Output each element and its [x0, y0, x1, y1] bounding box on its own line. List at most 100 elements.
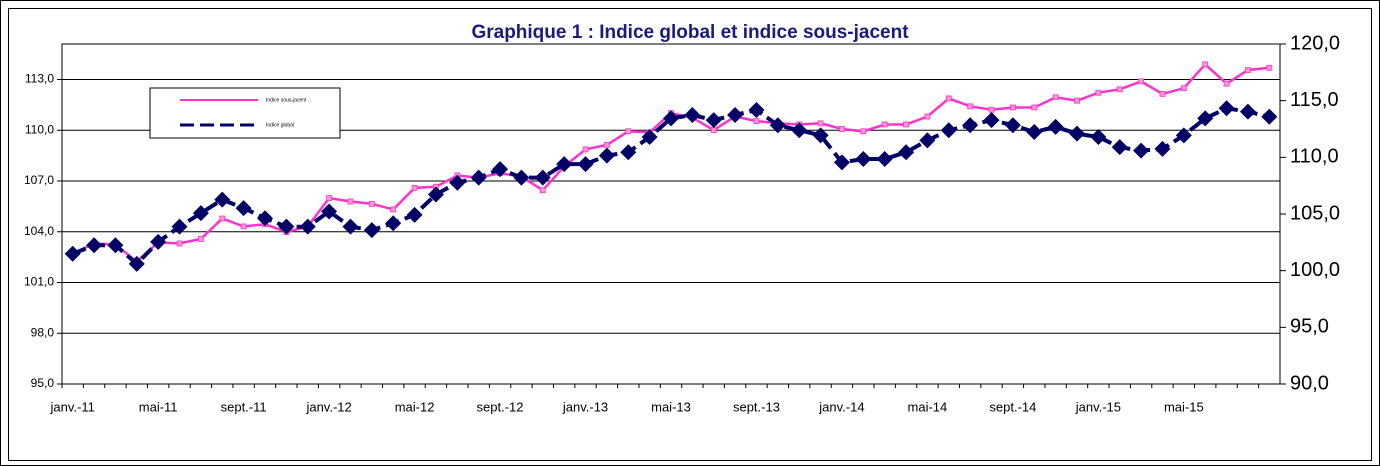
marker [945, 95, 952, 102]
marker [988, 106, 995, 113]
marker [1026, 123, 1043, 140]
marker [860, 128, 867, 135]
marker [556, 156, 573, 173]
marker [833, 154, 850, 171]
marker [817, 120, 824, 127]
marker [171, 218, 188, 235]
marker [257, 210, 273, 227]
marker [411, 185, 418, 191]
marker [903, 121, 909, 128]
marker [598, 147, 615, 164]
marker [748, 101, 765, 118]
marker [1261, 108, 1278, 125]
y-tick-label: 98,0 [31, 325, 55, 339]
marker [176, 240, 183, 247]
marker [1175, 127, 1192, 144]
chart-title: Graphique 1 : Indice global et indice so… [471, 22, 909, 43]
marker [625, 128, 632, 135]
y2-tick-label: 90,0 [1290, 372, 1329, 394]
marker [347, 198, 354, 205]
y2-tick-label: 105,0 [1290, 202, 1340, 224]
y-tick-label: 107,0 [24, 173, 54, 187]
y2-tick-label: 95,0 [1290, 316, 1329, 338]
marker [876, 151, 893, 168]
x-tick-label: sept.-14 [989, 399, 1036, 414]
marker [603, 141, 610, 148]
marker [326, 195, 333, 202]
x-tick-label: mai-15 [1164, 399, 1204, 414]
marker [1090, 129, 1107, 146]
legend-box [149, 87, 341, 139]
marker [192, 205, 209, 222]
marker [1202, 61, 1209, 68]
marker [769, 117, 786, 134]
x-tick-label: sept.-12 [477, 399, 524, 414]
marker [1223, 80, 1230, 87]
marker [1159, 90, 1166, 97]
marker [385, 215, 402, 232]
y-tick-label: 104,0 [24, 224, 54, 238]
x-tick-label: janv.-12 [305, 399, 351, 414]
marker [1266, 64, 1273, 71]
legend-label: Indice sous-jacent [266, 97, 307, 103]
y-tick-label: 113,0 [25, 72, 54, 86]
marker [363, 222, 380, 239]
marker [406, 206, 423, 223]
y-tick-label: 95,0 [31, 376, 55, 390]
marker [390, 206, 397, 213]
marker [492, 161, 509, 178]
marker [150, 233, 167, 250]
marker [1009, 104, 1016, 111]
marker [1218, 100, 1235, 117]
marker [342, 218, 359, 235]
marker [240, 223, 247, 230]
marker [1138, 78, 1145, 85]
marker [705, 112, 722, 129]
marker [197, 236, 204, 242]
marker [107, 237, 124, 254]
x-tick-label: janv.-13 [562, 399, 608, 414]
marker [710, 127, 717, 134]
marker [727, 107, 744, 124]
marker [1052, 94, 1059, 101]
marker [513, 169, 530, 186]
marker [128, 255, 145, 272]
marker [924, 113, 931, 120]
marker [684, 107, 701, 124]
marker [791, 122, 808, 139]
marker [620, 144, 637, 161]
x-tick-label: janv.-15 [1075, 399, 1121, 414]
y-tick-label: 101,0 [24, 275, 54, 289]
marker [1047, 118, 1064, 135]
marker [1069, 125, 1085, 142]
y2-tick-label: 110,0 [1290, 146, 1339, 168]
marker [753, 118, 760, 124]
x-tick-label: mai-11 [139, 399, 178, 414]
marker [427, 186, 444, 203]
marker [86, 237, 103, 254]
x-tick-label: mai-14 [908, 399, 948, 414]
marker [855, 151, 872, 168]
marker [881, 121, 888, 128]
marker [321, 203, 338, 220]
x-tick-label: mai-13 [651, 399, 691, 414]
x-tick-label: mai-12 [395, 399, 435, 414]
marker [1197, 110, 1214, 127]
marker [368, 200, 375, 207]
marker [449, 174, 466, 191]
marker [64, 245, 81, 262]
x-tick-label: janv.-14 [818, 399, 864, 414]
y2-tick-label: 120,0 [1290, 32, 1340, 54]
marker [235, 200, 252, 217]
marker [967, 103, 974, 110]
marker [839, 126, 845, 132]
marker [962, 117, 979, 134]
marker [1095, 89, 1102, 96]
series-line [71, 106, 1270, 267]
marker [470, 169, 487, 186]
y2-tick-label: 100,0 [1290, 259, 1340, 281]
marker [299, 218, 316, 235]
x-tick-label: sept.-11 [221, 399, 267, 414]
marker [1111, 139, 1128, 156]
marker [1004, 117, 1021, 134]
